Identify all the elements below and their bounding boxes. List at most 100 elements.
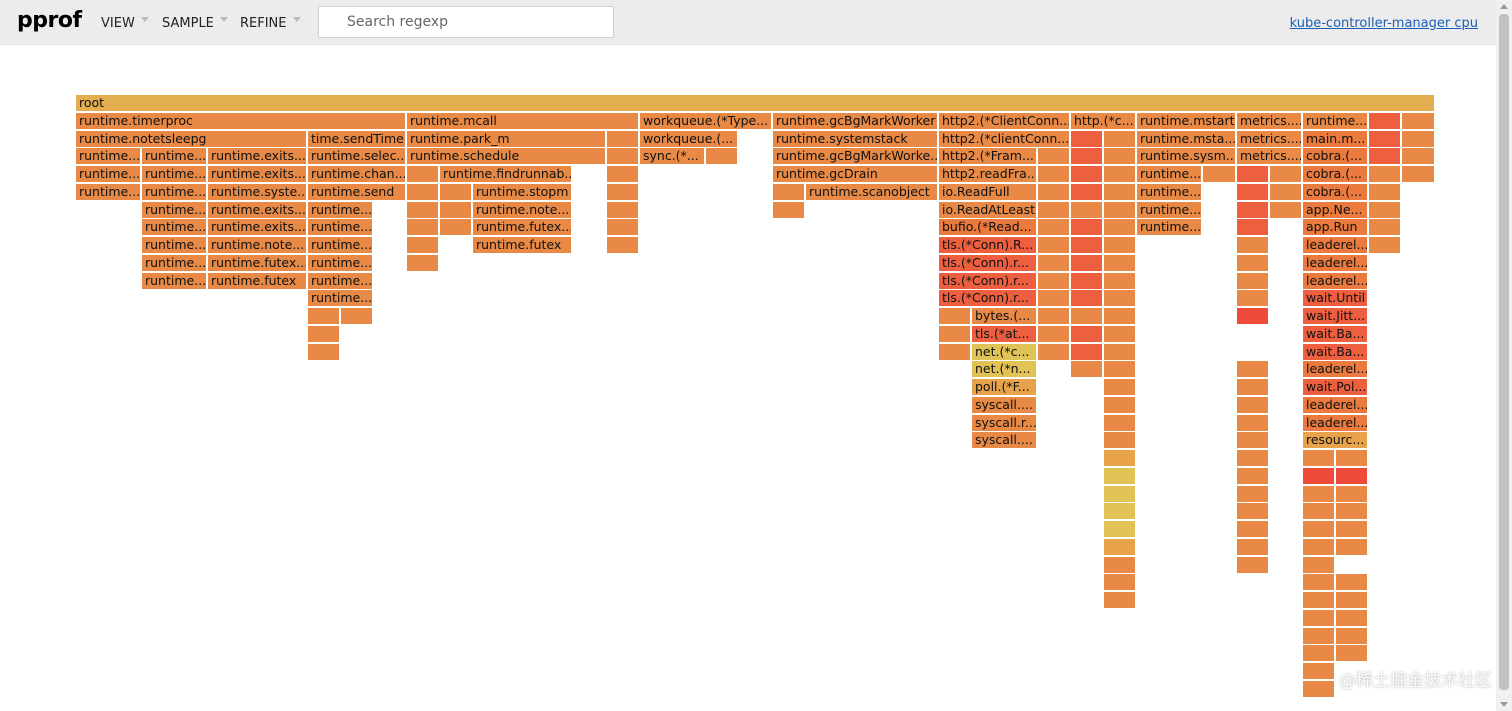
- flame-frame[interactable]: runtime.schedule: [406, 147, 606, 166]
- flame-frame[interactable]: [1236, 537, 1269, 556]
- flame-frame[interactable]: [1037, 307, 1070, 325]
- flame-frame[interactable]: [1302, 662, 1335, 680]
- flame-frame[interactable]: cobra.(...: [1302, 182, 1368, 201]
- flame-frame[interactable]: io.ReadFull: [938, 182, 1037, 201]
- flame-frame[interactable]: [1302, 626, 1335, 645]
- flame-frame[interactable]: [606, 218, 639, 237]
- flame-frame[interactable]: [1037, 182, 1070, 201]
- flame-frame[interactable]: runtime...: [75, 182, 141, 201]
- flame-frame[interactable]: root: [75, 94, 1435, 112]
- flame-frame[interactable]: [1037, 147, 1070, 166]
- flame-frame[interactable]: tls.(*Conn).r...: [938, 289, 1037, 308]
- flame-frame[interactable]: [1236, 449, 1269, 467]
- flame-frame[interactable]: [1103, 324, 1136, 343]
- flame-frame[interactable]: [1070, 236, 1103, 254]
- flame-frame[interactable]: [1236, 182, 1269, 201]
- flame-frame[interactable]: [1103, 289, 1136, 308]
- flame-frame[interactable]: runtime.note...: [472, 200, 572, 219]
- flame-frame[interactable]: [1335, 520, 1368, 538]
- search-input[interactable]: [318, 6, 614, 38]
- flame-frame[interactable]: runtime...: [307, 289, 373, 308]
- flame-frame[interactable]: [1103, 449, 1136, 467]
- flame-frame[interactable]: runtime.systemstack: [772, 129, 938, 148]
- flame-frame[interactable]: [1103, 200, 1136, 219]
- flame-frame[interactable]: [1302, 591, 1335, 609]
- flame-frame[interactable]: runtime...: [307, 271, 373, 290]
- flame-frame[interactable]: [705, 147, 738, 166]
- flame-frame[interactable]: [1302, 608, 1335, 627]
- flame-frame[interactable]: [1236, 271, 1269, 290]
- flame-frame[interactable]: [1269, 182, 1302, 201]
- flame-frame[interactable]: [1302, 502, 1335, 521]
- flame-frame[interactable]: [1236, 307, 1269, 325]
- refine-menu[interactable]: REFINE: [240, 16, 301, 31]
- flame-frame[interactable]: http2.(*ClientConn...: [938, 111, 1070, 130]
- flame-frame[interactable]: runtime...: [75, 165, 141, 183]
- flame-frame[interactable]: [1070, 129, 1103, 148]
- flame-frame[interactable]: [1236, 484, 1269, 503]
- flame-frame[interactable]: leaderel...: [1302, 413, 1368, 432]
- flame-frame[interactable]: [340, 307, 373, 325]
- flame-frame[interactable]: [1037, 236, 1070, 254]
- flame-frame[interactable]: net.(*c...: [971, 342, 1037, 361]
- flame-frame[interactable]: [1302, 449, 1335, 467]
- flame-frame[interactable]: [1236, 200, 1269, 219]
- flame-frame[interactable]: [1103, 182, 1136, 201]
- flame-frame[interactable]: wait.Jitt...: [1302, 307, 1368, 325]
- flame-frame[interactable]: [1103, 555, 1136, 574]
- flame-frame[interactable]: [439, 182, 472, 201]
- flame-frame[interactable]: [1368, 182, 1401, 201]
- flame-frame[interactable]: runtime.futex: [207, 271, 307, 290]
- flame-frame[interactable]: runtime...: [141, 165, 207, 183]
- flame-frame[interactable]: [1037, 324, 1070, 343]
- flame-frame[interactable]: [1368, 165, 1401, 183]
- flame-frame[interactable]: [1302, 555, 1335, 574]
- flame-frame[interactable]: [1302, 537, 1335, 556]
- flame-frame[interactable]: resourc...: [1302, 431, 1368, 450]
- flame-frame[interactable]: [1335, 537, 1368, 556]
- flame-frame[interactable]: [1070, 218, 1103, 237]
- flame-frame[interactable]: [1103, 591, 1136, 609]
- flame-frame[interactable]: [606, 129, 639, 148]
- flame-frame[interactable]: leaderel...: [1302, 395, 1368, 414]
- flame-frame[interactable]: [406, 165, 439, 183]
- flame-frame[interactable]: runtime.scanobject: [805, 182, 938, 201]
- flame-frame[interactable]: net.(*n...: [971, 360, 1037, 379]
- flame-frame[interactable]: [606, 165, 639, 183]
- flame-frame[interactable]: [1335, 484, 1368, 503]
- flame-frame[interactable]: runtime.gcDrain: [772, 165, 938, 183]
- flame-frame[interactable]: bufio.(*Read...: [938, 218, 1037, 237]
- flame-frame[interactable]: [1070, 324, 1103, 343]
- flame-frame[interactable]: [1368, 218, 1401, 237]
- flame-frame[interactable]: [1236, 502, 1269, 521]
- flame-frame[interactable]: runtime...: [307, 200, 373, 219]
- profile-title-link[interactable]: kube-controller-manager cpu: [1289, 16, 1478, 31]
- flame-frame[interactable]: leaderel...: [1302, 271, 1368, 290]
- flame-frame[interactable]: [1037, 342, 1070, 361]
- flame-frame[interactable]: [1335, 573, 1368, 592]
- flame-frame[interactable]: [406, 253, 439, 272]
- flame-frame[interactable]: runtime.sysm...: [1136, 147, 1236, 166]
- flame-frame[interactable]: [1037, 289, 1070, 308]
- flame-frame[interactable]: [1368, 200, 1401, 219]
- flame-frame[interactable]: workqueue.(*Type...: [639, 111, 772, 130]
- flame-frame[interactable]: [938, 307, 971, 325]
- flame-frame[interactable]: runtime.note...: [207, 236, 307, 254]
- flame-frame[interactable]: [1103, 236, 1136, 254]
- flame-frame[interactable]: metrics....: [1236, 111, 1302, 130]
- flame-frame[interactable]: [1236, 555, 1269, 574]
- flame-frame[interactable]: metrics....: [1236, 129, 1302, 148]
- flame-frame[interactable]: [1302, 573, 1335, 592]
- flame-frame[interactable]: runtime...: [141, 236, 207, 254]
- flame-frame[interactable]: [406, 182, 439, 201]
- flame-frame[interactable]: leaderel...: [1302, 236, 1368, 254]
- flame-frame[interactable]: main.m...: [1302, 129, 1368, 148]
- flame-frame[interactable]: [1037, 200, 1070, 219]
- flame-frame[interactable]: http2.(*clientConn...: [938, 129, 1070, 148]
- flame-frame[interactable]: app.Run: [1302, 218, 1368, 237]
- flame-frame[interactable]: [1302, 644, 1335, 663]
- flame-frame[interactable]: [1368, 129, 1401, 148]
- flame-frame[interactable]: [307, 307, 340, 325]
- flame-frame[interactable]: [1335, 608, 1368, 627]
- flame-frame[interactable]: runtime.exits...: [207, 165, 307, 183]
